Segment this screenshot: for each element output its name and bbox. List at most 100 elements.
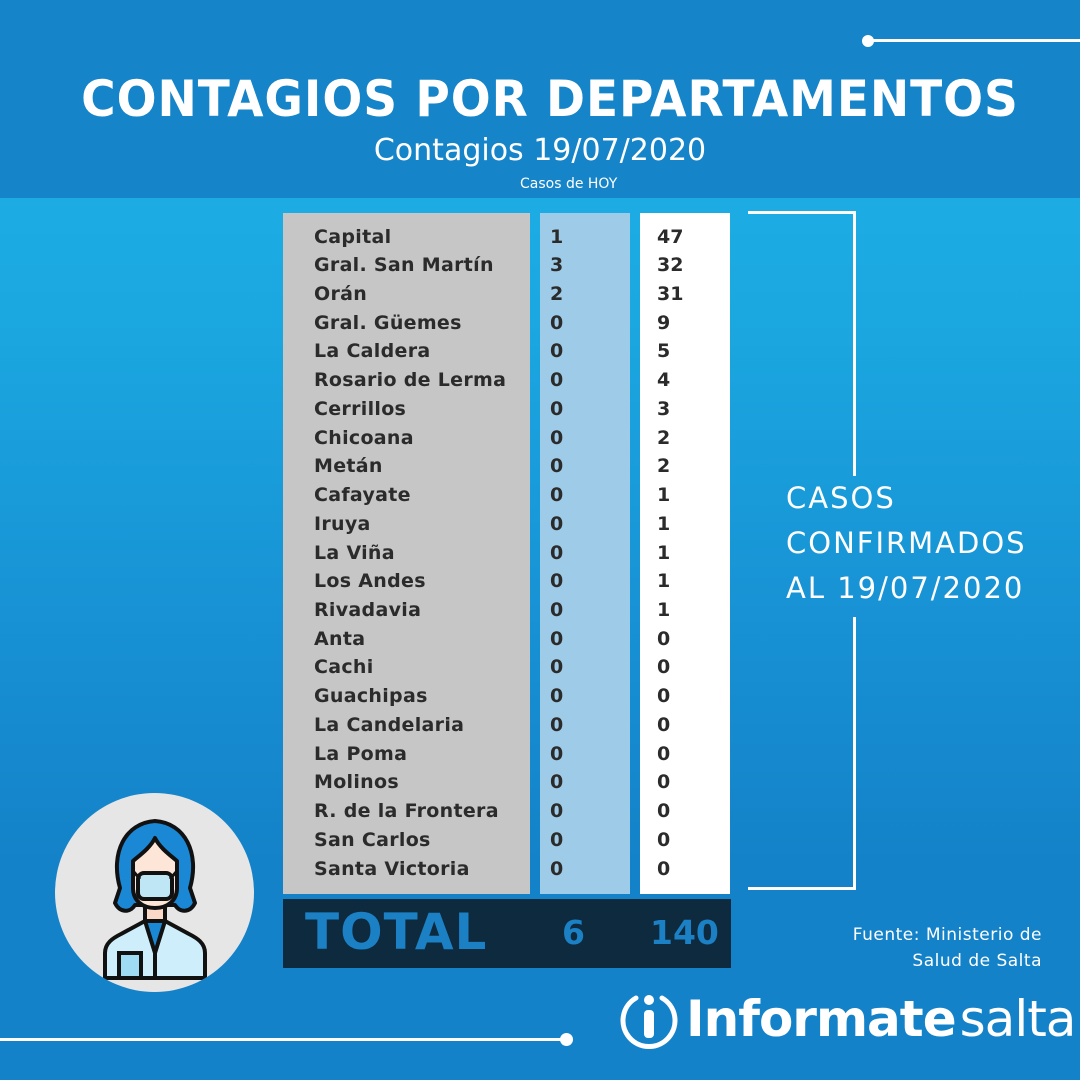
- department-name: Cachi: [314, 656, 374, 679]
- source-credit: Fuente: Ministerio de Salud de Salta: [853, 922, 1042, 974]
- confirmed-cases-value: 5: [657, 340, 671, 363]
- today-cases-value: 0: [550, 484, 564, 507]
- department-name: Orán: [314, 282, 368, 305]
- today-cases-value: 0: [550, 742, 564, 765]
- department-name: Santa Victoria: [314, 857, 470, 880]
- today-cases-value: 0: [550, 397, 564, 420]
- today-cases-value: 0: [550, 713, 564, 736]
- confirmed-cases-value: 0: [657, 656, 671, 679]
- today-cases-value: 0: [550, 771, 564, 794]
- confirmed-cases-value: 31: [657, 282, 684, 305]
- today-cases-value: 0: [550, 541, 564, 564]
- today-cases-value: 0: [550, 800, 564, 823]
- bracket-line-top: [748, 211, 856, 214]
- header-band: [0, 0, 1080, 198]
- confirmed-cases-value: 1: [657, 484, 671, 507]
- confirmed-cases-value: 32: [657, 254, 684, 277]
- department-name: Gral. Güemes: [314, 311, 462, 334]
- department-name: La Viña: [314, 541, 395, 564]
- department-name: Gral. San Martín: [314, 254, 494, 277]
- department-name: Iruya: [314, 512, 371, 535]
- today-cases-value: 1: [550, 225, 564, 248]
- confirmed-cases-value: 0: [657, 713, 671, 736]
- source-line1: Fuente: Ministerio de: [852, 925, 1042, 945]
- department-name: Los Andes: [314, 570, 426, 593]
- department-name: Cerrillos: [314, 397, 407, 420]
- decorative-dot-bottom: [560, 1033, 573, 1046]
- confirmed-cases-value: 1: [657, 541, 671, 564]
- confirmed-note-line3: AL 19/07/2020: [786, 571, 1025, 605]
- department-name: R. de la Frontera: [314, 800, 499, 823]
- total-bar: TOTAL 6 140: [283, 899, 731, 968]
- department-name: La Caldera: [314, 340, 431, 363]
- today-cases-value: 0: [550, 598, 564, 621]
- department-name: Anta: [314, 627, 366, 650]
- source-line2: Salud de Salta: [912, 951, 1042, 971]
- department-name: Rivadavia: [314, 598, 422, 621]
- department-name: Molinos: [314, 771, 399, 794]
- department-name: San Carlos: [314, 828, 431, 851]
- subtitle-text: Contagios 19/07/2020: [373, 133, 707, 168]
- department-name: Chicoana: [314, 426, 414, 449]
- department-names-column: Capital Gral. San Martín Orán Gral. Güemes L…: [283, 213, 530, 894]
- department-name: Cafayate: [314, 484, 411, 507]
- confirmed-cases-value: 2: [657, 455, 671, 478]
- confirmed-note-line2: CONFIRMADOS: [786, 526, 1027, 560]
- confirmed-cases-value: 0: [657, 857, 671, 880]
- page-title: CONTAGIOS POR DEPARTAMENTOS: [81, 70, 1019, 128]
- total-label: TOTAL: [305, 903, 488, 961]
- department-name: La Poma: [314, 742, 408, 765]
- confirmed-note-line1: CASOS: [786, 481, 896, 515]
- today-cases-value: 0: [550, 570, 564, 593]
- page-subtitle: Contagios 19/07/2020: [0, 133, 1080, 168]
- confirmed-cases-value: 0: [657, 742, 671, 765]
- confirmed-cases-value: 0: [657, 771, 671, 794]
- confirmed-cases-note: CASOS CONFIRMADOS AL 19/07/2020: [786, 476, 1027, 611]
- today-cases-column: 1 3 2 0 0 0 0 0 0 0 0 0 0 0 0 0 0 0 0 0 0 0 0: [540, 213, 630, 894]
- confirmed-cases-value: 2: [657, 426, 671, 449]
- confirmed-cases-value: 9: [657, 311, 671, 334]
- today-cases-value: 0: [550, 685, 564, 708]
- masked-doctor-icon: [103, 819, 207, 980]
- today-cases-value: 0: [550, 455, 564, 478]
- info-circle-icon: [620, 995, 678, 1049]
- today-cases-value: 0: [550, 857, 564, 880]
- today-column-label: Casos de HOY: [520, 176, 618, 192]
- today-cases-value: 0: [550, 369, 564, 392]
- bracket-line-bottom: [748, 887, 856, 890]
- confirmed-cases-value: 0: [657, 828, 671, 851]
- decorative-line-bottom: [0, 1038, 566, 1041]
- department-name: Guachipas: [314, 685, 428, 708]
- logo-text-salta: salta: [959, 990, 1077, 1048]
- confirmed-cases-column: 47 32 31 9 5 4 3 2 2 1 1 1 1 1 0 0 0 0 0 0 0 0 0: [640, 213, 730, 894]
- bracket-line-upper: [853, 211, 856, 476]
- today-cases-value: 0: [550, 627, 564, 650]
- confirmed-cases-value: 0: [657, 685, 671, 708]
- today-cases-value: 0: [550, 426, 564, 449]
- informate-salta-logo: Informate salta: [618, 984, 1077, 1054]
- total-confirmed-value: 140: [650, 913, 719, 952]
- today-cases-value: 2: [550, 282, 564, 305]
- department-name: Rosario de Lerma: [314, 369, 507, 392]
- confirmed-cases-value: 47: [657, 225, 684, 248]
- total-today-value: 6: [562, 913, 585, 952]
- health-worker-avatar: [55, 793, 254, 992]
- confirmed-cases-value: 1: [657, 570, 671, 593]
- decorative-line-top: [868, 39, 1080, 42]
- department-name: Capital: [314, 225, 392, 248]
- confirmed-cases-value: 1: [657, 512, 671, 535]
- logo-text-informate: Informate: [686, 990, 957, 1048]
- today-cases-value: 3: [550, 254, 564, 277]
- confirmed-cases-value: 0: [657, 627, 671, 650]
- confirmed-cases-value: 0: [657, 800, 671, 823]
- confirmed-cases-value: 1: [657, 598, 671, 621]
- today-cases-value: 0: [550, 656, 564, 679]
- department-name: Metán: [314, 455, 383, 478]
- today-cases-value: 0: [550, 311, 564, 334]
- confirmed-cases-value: 3: [657, 397, 671, 420]
- today-cases-value: 0: [550, 828, 564, 851]
- confirmed-cases-value: 4: [657, 369, 671, 392]
- department-name: La Candelaria: [314, 713, 465, 736]
- bracket-line-lower: [853, 617, 856, 890]
- today-cases-value: 0: [550, 512, 564, 535]
